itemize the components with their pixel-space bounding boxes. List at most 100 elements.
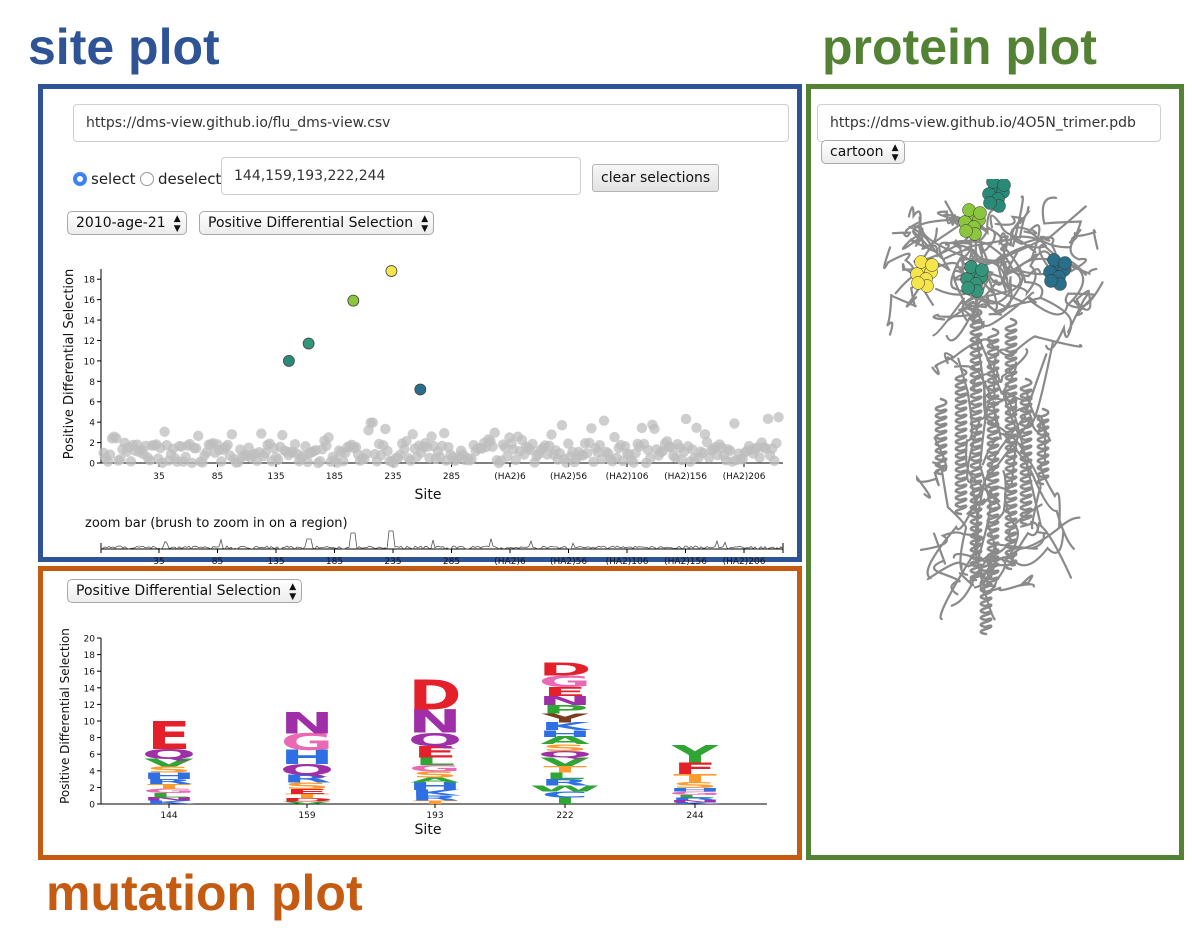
selected-residue-spheres[interactable] [958, 203, 987, 241]
selected-residue-spheres[interactable] [960, 260, 989, 298]
site-point[interactable] [502, 451, 513, 462]
site-point[interactable] [699, 429, 711, 440]
site-point[interactable] [321, 440, 332, 451]
site-point[interactable] [546, 429, 557, 440]
deselect-mode-radio[interactable]: deselect [140, 170, 225, 188]
pdb-url-input[interactable] [817, 104, 1161, 142]
clear-selections-button[interactable]: clear selections [592, 164, 720, 192]
selected-site-point[interactable] [283, 354, 295, 367]
site-point[interactable] [256, 428, 267, 439]
site-point[interactable] [302, 456, 313, 468]
site-point[interactable] [323, 432, 334, 443]
site-point[interactable] [642, 444, 654, 456]
site-point[interactable] [367, 417, 378, 428]
site-point[interactable] [563, 438, 574, 449]
site-point[interactable] [289, 438, 301, 450]
site-point[interactable] [527, 438, 538, 450]
site-point[interactable] [771, 438, 782, 449]
logo-x-tick-label: 144 [160, 811, 177, 821]
logo-letter: P [542, 703, 589, 716]
site-point[interactable] [144, 455, 156, 466]
site-point[interactable] [111, 433, 122, 444]
site-point[interactable] [769, 455, 780, 467]
logo-letter: N [142, 796, 195, 801]
site-point[interactable] [125, 456, 137, 467]
metric-select[interactable]: Positive Differential Selection ▲ ▼ [199, 211, 435, 235]
select-radio-button[interactable] [73, 172, 87, 186]
site-point[interactable] [489, 427, 500, 438]
selected-site-point[interactable] [347, 294, 360, 307]
site-point[interactable] [226, 429, 238, 440]
site-point[interactable] [676, 454, 688, 466]
site-point[interactable] [582, 448, 593, 459]
selected-site-point[interactable] [414, 383, 427, 396]
site-point[interactable] [426, 431, 437, 442]
site-point[interactable] [691, 422, 702, 433]
site-point[interactable] [272, 454, 284, 465]
selected-residue-spheres[interactable] [910, 255, 939, 293]
site-point[interactable] [104, 449, 116, 460]
site-point[interactable] [193, 430, 204, 442]
site-point[interactable] [190, 443, 202, 454]
representation-select[interactable]: cartoon ▲ ▼ [821, 140, 905, 164]
site-point[interactable] [361, 448, 372, 459]
site-point[interactable] [487, 441, 498, 452]
protein-structure-viewer[interactable] [811, 179, 1179, 659]
site-point[interactable] [277, 429, 288, 441]
selected-site-point[interactable] [302, 337, 315, 350]
site-selection-input[interactable] [221, 157, 581, 195]
residue-sphere [1044, 274, 1058, 288]
site-point[interactable] [466, 453, 477, 465]
csv-url-input[interactable] [73, 104, 789, 142]
site-point[interactable] [439, 427, 450, 439]
site-point[interactable] [598, 415, 610, 426]
site-point[interactable] [645, 452, 656, 464]
site-point[interactable] [680, 413, 692, 425]
site-point[interactable] [636, 422, 648, 434]
site-point[interactable] [754, 452, 765, 463]
site-point[interactable] [260, 447, 271, 459]
site-point[interactable] [115, 453, 126, 465]
site-point[interactable] [588, 456, 599, 467]
site-scatter-chart[interactable]: 0 2 4 6 8 10 12 14 16 18 35 85 135 185 235 285 (HA2)6 (HA… [43, 249, 797, 569]
site-point[interactable] [510, 454, 521, 466]
site-point[interactable] [609, 431, 620, 443]
site-point[interactable] [314, 455, 326, 467]
site-point[interactable] [407, 429, 418, 440]
selected-residue-spheres[interactable] [982, 179, 1011, 213]
site-point[interactable] [687, 444, 698, 455]
site-point[interactable] [186, 457, 198, 469]
zoom-bar-brush[interactable]: 35 85 135 185 235 285 (HA2)6 (HA2)56 (HA2)106 (HA… [100, 530, 784, 567]
site-point[interactable] [338, 455, 349, 467]
site-point[interactable] [401, 435, 412, 447]
deselect-radio-button[interactable] [140, 172, 154, 186]
site-point[interactable] [762, 413, 774, 425]
site-point[interactable] [380, 423, 391, 435]
condition-select[interactable]: 2010-age-21 ▲ ▼ [67, 211, 187, 235]
site-point[interactable] [729, 418, 740, 429]
site-point[interactable] [628, 457, 639, 468]
site-point[interactable] [594, 439, 606, 451]
site-point[interactable] [216, 456, 227, 467]
site-point[interactable] [724, 445, 736, 457]
site-point[interactable] [649, 423, 660, 435]
site-point[interactable] [382, 445, 393, 457]
site-point[interactable] [556, 420, 568, 431]
site-point[interactable] [399, 444, 410, 455]
select-mode-radio[interactable]: select [73, 170, 140, 188]
site-point[interactable] [701, 436, 713, 448]
logo-letter: A [410, 776, 459, 784]
selected-site-point[interactable] [385, 265, 398, 277]
site-point[interactable] [222, 439, 233, 451]
selected-residue-spheres[interactable] [1043, 253, 1072, 291]
site-point[interactable] [586, 423, 597, 434]
mutation-metric-select[interactable]: Positive Differential Selection ▲ ▼ [67, 579, 303, 603]
site-point[interactable] [773, 412, 784, 423]
site-point[interactable] [159, 426, 170, 437]
